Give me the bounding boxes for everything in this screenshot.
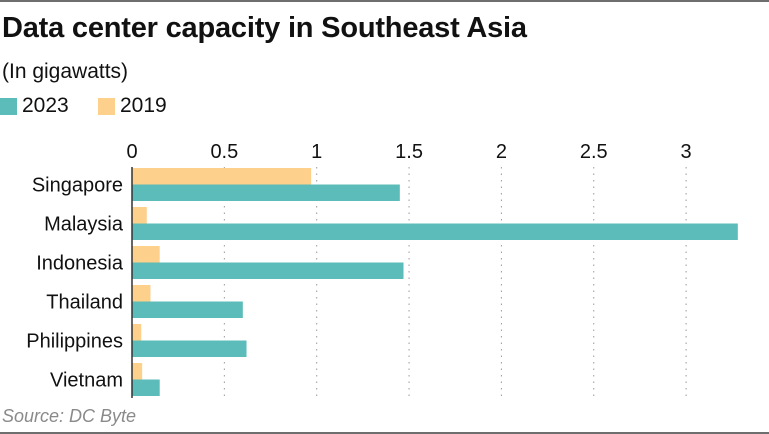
source-note: Source: DC Byte [2, 406, 137, 426]
bar-2019-singapore [132, 168, 312, 185]
category-label: Vietnam [50, 370, 123, 392]
bar-2019-malaysia [132, 207, 147, 224]
category-label: Thailand [46, 292, 123, 314]
bottom-border [0, 432, 769, 434]
top-border [0, 0, 769, 2]
bar-2023-singapore [132, 184, 400, 201]
bar-2019-philippines [132, 324, 142, 341]
bar-2023-malaysia [132, 223, 738, 240]
bar-2023-philippines [132, 340, 247, 357]
legend-item-2019: 2019 [98, 94, 167, 118]
legend-label-2023: 2023 [22, 94, 69, 117]
legend-item-2023: 2023 [0, 94, 69, 118]
category-label: Philippines [26, 331, 123, 353]
legend-swatch-2023 [0, 97, 17, 115]
bar-2019-indonesia [132, 246, 160, 263]
chart-subtitle: (In gigawatts) [2, 60, 129, 83]
x-tick-label: 0.5 [210, 141, 238, 163]
legend-label-2019: 2019 [120, 94, 167, 117]
x-tick-label: 1 [311, 141, 322, 163]
bar-2023-vietnam [132, 379, 160, 396]
chart-title: Data center capacity in Southeast Asia [2, 12, 527, 44]
x-tick-label: 2.5 [580, 141, 608, 163]
legend-swatch-2019 [98, 97, 115, 115]
category-label: Singapore [32, 175, 123, 197]
x-tick-label: 0 [126, 141, 137, 163]
bar-2023-thailand [132, 301, 243, 318]
bar-2023-indonesia [132, 262, 404, 279]
category-label: Malaysia [44, 214, 124, 236]
x-tick-label: 2 [496, 141, 507, 163]
bar-2019-thailand [132, 285, 151, 302]
x-tick-label: 3 [681, 141, 692, 163]
bar-2019-vietnam [132, 363, 143, 380]
x-tick-label: 1.5 [395, 141, 423, 163]
category-label: Indonesia [36, 253, 124, 275]
